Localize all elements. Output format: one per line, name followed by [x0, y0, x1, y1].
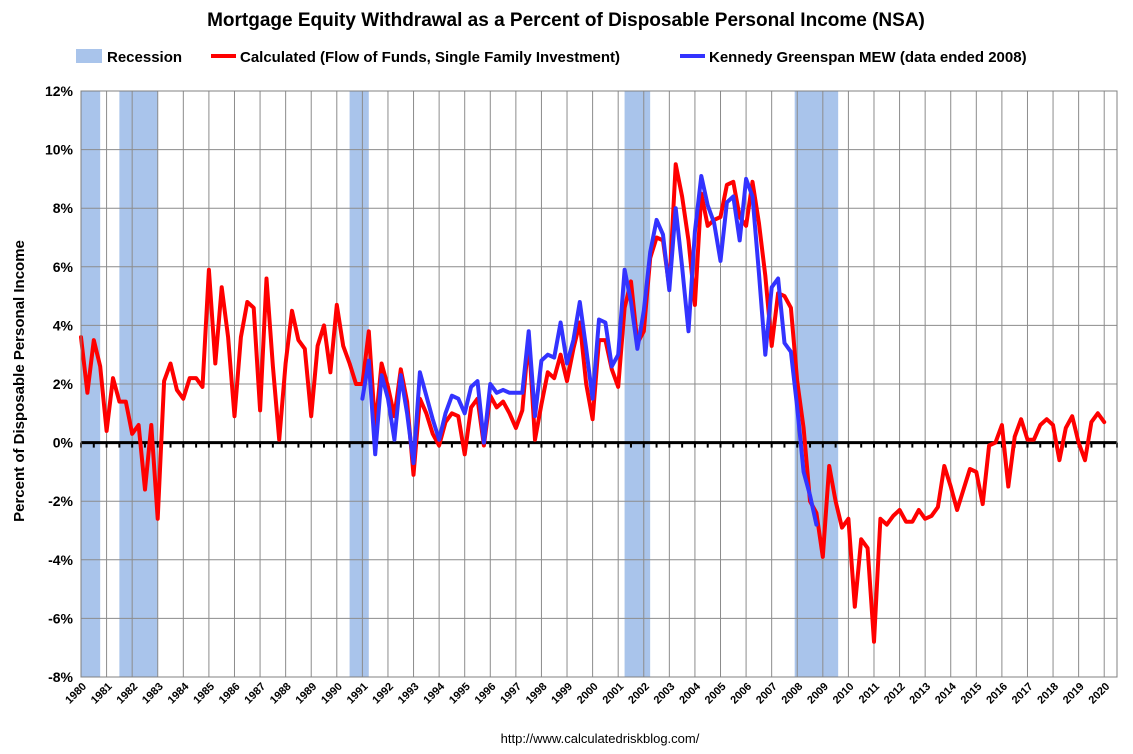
y-tick-label: 10%: [45, 142, 74, 158]
x-tick-label: 2011: [857, 681, 882, 706]
x-tick-label: 1981: [89, 681, 115, 707]
series-line-kennedy: [360, 174, 819, 527]
x-tick-label: 1983: [140, 681, 166, 707]
y-tick-label: -6%: [48, 610, 73, 626]
x-tick-label: 1999: [549, 681, 575, 707]
y-axis-ticks: -8% -6% -4% -2% 0% 2% 4% 6% 8% 10% 12%: [45, 83, 74, 685]
series-line-calculated: [79, 162, 1107, 644]
y-tick-label: 12%: [45, 83, 74, 99]
x-tick-label: 1997: [498, 681, 524, 707]
x-tick-label: 1998: [524, 681, 550, 707]
legend-label-calculated: Calculated (Flow of Funds, Single Family…: [240, 49, 620, 66]
x-tick-label: 1988: [268, 681, 294, 707]
x-tick-label: 2006: [728, 681, 754, 707]
x-tick-label: 2004: [677, 680, 703, 706]
legend: Recession Calculated (Flow of Funds, Sin…: [76, 49, 1027, 66]
x-tick-label: 2013: [907, 681, 933, 707]
x-tick-label: 2010: [831, 681, 857, 707]
series-lines: [79, 162, 1107, 644]
x-tick-label: 2009: [805, 681, 831, 707]
y-tick-label: 0%: [53, 435, 74, 451]
y-tick-label: -8%: [48, 669, 73, 685]
x-tick-label: 2017: [1010, 681, 1036, 707]
zero-line: [80, 441, 1118, 448]
x-tick-label: 1991: [345, 681, 371, 707]
y-tick-label: -2%: [48, 493, 73, 509]
x-tick-label: 1982: [115, 681, 141, 707]
x-tick-label: 1987: [242, 681, 268, 707]
x-tick-label: 2003: [652, 681, 678, 707]
y-tick-label: 4%: [53, 317, 74, 333]
x-tick-label: 2008: [780, 681, 806, 707]
x-tick-label: 2005: [703, 681, 729, 707]
legend-label-kennedy: Kennedy Greenspan MEW (data ended 2008): [709, 49, 1027, 66]
x-tick-label: 2018: [1035, 681, 1061, 707]
x-tick-label: 2014: [933, 680, 959, 706]
y-tick-label: 8%: [53, 200, 74, 216]
x-tick-label: 2001: [601, 681, 627, 707]
x-tick-label: 2016: [984, 681, 1010, 707]
y-tick-label: 6%: [53, 259, 74, 275]
y-tick-label: 2%: [53, 376, 74, 392]
x-tick-label: 1996: [473, 681, 499, 707]
x-axis-ticks: 1980 1981 1982 1983 1984 1985 1986 1987 1988 1989…: [63, 680, 1112, 706]
plot-border: [80, 90, 1118, 678]
x-tick-label: 1989: [294, 681, 320, 707]
chart-title: Mortgage Equity Withdrawal as a Percent …: [207, 10, 925, 31]
plot-area: [79, 90, 1118, 678]
x-tick-label: 1990: [319, 681, 345, 707]
x-tick-label: 2019: [1061, 681, 1087, 707]
x-tick-label: 2000: [575, 681, 601, 707]
x-tick-label: 1986: [217, 681, 243, 707]
y-axis-label: Percent of Disposable Personal Income: [11, 240, 28, 522]
legend-label-recession: Recession: [107, 49, 182, 66]
x-tick-label: 2007: [754, 681, 780, 707]
y-tick-label: -4%: [48, 552, 73, 568]
x-tick-label: 1993: [396, 681, 422, 707]
x-tick-label: 2020: [1087, 681, 1113, 707]
x-tick-label: 1985: [191, 681, 217, 707]
x-tick-label: 1994: [421, 680, 447, 706]
source-url: http://www.calculatedriskblog.com/: [501, 731, 700, 746]
x-tick-label: 1984: [166, 680, 192, 706]
x-tick-label: 2012: [882, 681, 908, 707]
x-tick-label: 2015: [959, 681, 985, 707]
x-tick-label: 2002: [626, 681, 652, 707]
legend-swatch-recession: [76, 49, 102, 63]
x-tick-label: 1992: [370, 681, 396, 707]
x-tick-label: 1995: [447, 681, 473, 707]
